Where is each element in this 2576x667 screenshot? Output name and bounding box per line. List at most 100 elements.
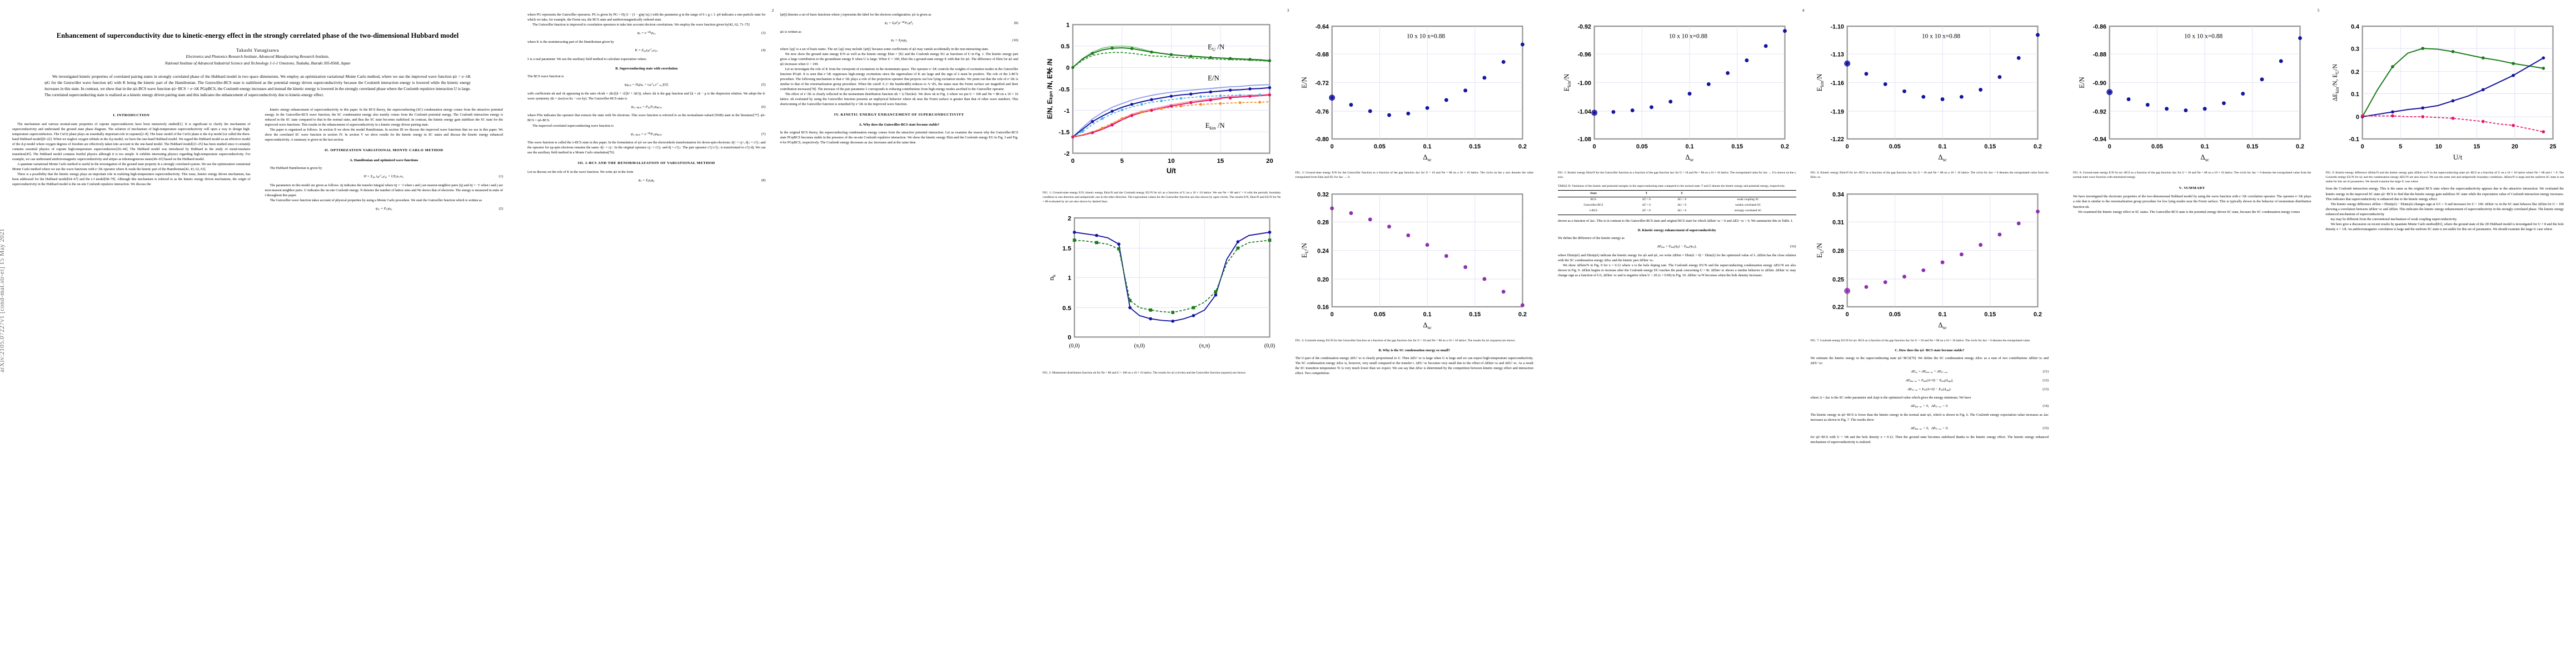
svg-text:-1.5: -1.5 bbox=[1059, 129, 1070, 136]
paragraph: We examined the kinetic energy effect in… bbox=[2078, 210, 2300, 214]
paragraph: In the original BCS theory, the supercon… bbox=[780, 130, 1019, 145]
table-row: λ-BCS ΔT < 0 ΔU > 0 strongly correlated … bbox=[1558, 208, 1796, 215]
table-col-t: T bbox=[1629, 190, 1664, 197]
svg-text:Δsc: Δsc bbox=[2200, 153, 2209, 162]
svg-text:1.5: 1.5 bbox=[1063, 246, 1072, 252]
paragraph: where PG represents the Gutzwiller opera… bbox=[527, 13, 766, 22]
equation-4: K = Σijσtijc†iσcjσ. (4) bbox=[635, 47, 766, 52]
figure-8-chart: -0.86 -0.88 -0.90 -0.92 -0.94 0 0.05 0.1 0.15 0.… bbox=[2073, 17, 2311, 168]
equation-5: ψBCS = Πk(uk + vkc†k↑c†−k↓)|0⟩, (5) bbox=[624, 82, 766, 87]
svg-text:0: 0 bbox=[1593, 143, 1596, 150]
paragraph: The Gutzwiller wave function takes accou… bbox=[270, 198, 482, 203]
paragraph: with coefficients uk and vk appearing in… bbox=[527, 91, 766, 101]
paragraph: where Δ = Δsc is the SC order parameter … bbox=[1810, 396, 1971, 400]
svg-text:Ekin/N: Ekin/N bbox=[1816, 74, 1825, 92]
paragraph: We estimate the kinetic energy in the su… bbox=[1810, 356, 2049, 366]
equation-number: (4) bbox=[761, 48, 766, 52]
svg-text:0: 0 bbox=[1845, 311, 1848, 318]
svg-text:0.1: 0.1 bbox=[2201, 143, 2209, 150]
page-number: 5 bbox=[2317, 8, 2320, 13]
figure-2-chart: 2 1.5 1 0.5 0 (0,0) (π,0) (π,π) (0,0) nk bbox=[1043, 208, 1281, 367]
svg-text:0.4: 0.4 bbox=[2351, 23, 2359, 30]
svg-text:(0,0): (0,0) bbox=[1264, 343, 1275, 349]
svg-text:Δsc: Δsc bbox=[1685, 153, 1694, 162]
svg-text:U/t: U/t bbox=[1167, 166, 1177, 175]
equation-number: (5) bbox=[761, 82, 766, 87]
paragraph: my may be different from the conventiona… bbox=[2330, 217, 2458, 221]
cell: BCS bbox=[1590, 197, 1597, 201]
svg-text:0.16: 0.16 bbox=[1317, 304, 1329, 311]
figure-4-chart: 0.32 0.28 0.24 0.20 0.16 0 0.05 0.1 0.15 0.2 Δsc… bbox=[1295, 184, 1533, 336]
page-2-column-2: [φ0j] denotes a set of basis functions w… bbox=[780, 12, 1019, 651]
svg-text:1: 1 bbox=[1068, 275, 1072, 282]
paragraph: λ is a real parameter. We use the auxili… bbox=[527, 57, 647, 61]
svg-text:0.2: 0.2 bbox=[1518, 143, 1527, 150]
section-heading-introduction: I. INTRODUCTION bbox=[113, 113, 150, 117]
svg-text:E/N: E/N bbox=[2078, 77, 2086, 88]
svg-text:10: 10 bbox=[2435, 143, 2442, 150]
svg-text:-0.80: -0.80 bbox=[1315, 136, 1328, 143]
table-col-u: U bbox=[1663, 190, 1700, 197]
paragraph: We have investigated the electronic prop… bbox=[2073, 195, 2311, 209]
page-4: 4 -0.92 -0.96 -1.00 -1.04 -1.08 bbox=[1546, 0, 2061, 667]
page-1-columns: I. INTRODUCTION The mechanism and variou… bbox=[12, 107, 503, 652]
equation-number: (2) bbox=[499, 207, 503, 211]
svg-text:-0.86: -0.86 bbox=[2093, 23, 2106, 30]
svg-text:ΔEkin/N, EU/N: ΔEkin/N, EU/N bbox=[2332, 64, 2340, 101]
table-row: Gutzwiller-BCS ΔT > 0 ΔU < 0 weakly corr… bbox=[1558, 203, 1796, 208]
equation-10: ψλ = Σjajφj, (10) bbox=[891, 38, 1018, 42]
svg-text:0.15: 0.15 bbox=[1469, 311, 1481, 318]
equation-number: (11) bbox=[2042, 370, 2049, 374]
svg-text:0.05: 0.05 bbox=[1373, 311, 1385, 318]
svg-text:10 x 10 x=0.88: 10 x 10 x=0.88 bbox=[1669, 33, 1707, 40]
figure-8-caption: FIG. 8: Ground-state energy E/N for ψλ−B… bbox=[2073, 171, 2311, 180]
equation-2: ψG = PGψ0, (2) bbox=[375, 207, 503, 211]
equation-number: (13) bbox=[2042, 387, 2049, 391]
paragraph: The Hubbard Hamiltonian is given by bbox=[270, 166, 322, 171]
svg-text:0.1: 0.1 bbox=[1423, 143, 1431, 150]
svg-text:0.1: 0.1 bbox=[1686, 143, 1694, 150]
svg-text:0.28: 0.28 bbox=[1317, 219, 1329, 226]
svg-text:0.1: 0.1 bbox=[2351, 91, 2359, 98]
paragraph: Let us investigate the role of K from th… bbox=[780, 67, 1019, 91]
svg-text:(π,π): (π,π) bbox=[1199, 343, 1210, 349]
svg-text:-0.96: -0.96 bbox=[1578, 51, 1591, 58]
paragraph: where PNe indicates the operator that ex… bbox=[527, 113, 766, 123]
svg-text:-0.88: -0.88 bbox=[2093, 51, 2106, 58]
figure-8: -0.86 -0.88 -0.90 -0.92 -0.94 0 0.05 0.1 0.15 0.… bbox=[2073, 17, 2311, 180]
equation-8: ψλ = Σjajφj, (8) bbox=[638, 178, 766, 183]
paragraph: The Gutzwiller function is improved to c… bbox=[532, 23, 750, 27]
figure-9-chart: 0.40.30.20.10-0.1 0 5 10 15 20 25 U/t ΔEkin/N… bbox=[2325, 17, 2564, 168]
figure-9-caption: FIG. 9: Kinetic-energy difference ΔEkin/… bbox=[2325, 171, 2564, 183]
cell: weak coupling SC bbox=[1737, 197, 1759, 201]
paragraph: The mechanism and various normal-state p… bbox=[12, 122, 251, 161]
equation-16: ΔEkin = Ekin(ψλ) − Ekin(ψG), (16) bbox=[1657, 244, 1796, 248]
svg-text:0.2: 0.2 bbox=[2351, 69, 2359, 76]
svg-text:0.2: 0.2 bbox=[1781, 143, 1789, 150]
paragraph: The effect of e−λK is clearly reflected … bbox=[780, 92, 1019, 107]
paragraph: ψλ is written as bbox=[780, 29, 801, 34]
svg-text:20: 20 bbox=[2511, 143, 2518, 150]
figure-9: 0.4 0.3 0.2 0.1 0 -0.1 0 5 10 15 20 25 U/t ΔEkin/N… bbox=[2325, 17, 2564, 184]
svg-text:E/N, Eₖₚₙ /N, E℀ /N: E/N, Eₖₚₙ /N, E℀ /N bbox=[1046, 59, 1054, 119]
cell: ΔT < 0 bbox=[1629, 208, 1664, 215]
svg-text:-0.5: -0.5 bbox=[1059, 86, 1070, 93]
svg-text:Δsc: Δsc bbox=[1423, 153, 1432, 162]
svg-text:0: 0 bbox=[1068, 335, 1071, 341]
equation-number: (12) bbox=[2042, 378, 2049, 382]
subsection-heading-why-gutzwiller-stable: A. Why does the Gutzwiller-BCS state bec… bbox=[859, 122, 940, 127]
svg-text:nk: nk bbox=[1048, 274, 1057, 280]
page-5-columns: -0.86 -0.88 -0.90 -0.92 -0.94 0 0.05 0.1 0.15 0.… bbox=[2073, 12, 2564, 651]
equation-number: (14) bbox=[2042, 404, 2049, 409]
svg-text:-0.76: -0.76 bbox=[1315, 108, 1328, 115]
paper-title: Enhancement of superconductivity due to … bbox=[56, 32, 459, 39]
svg-text:0.2: 0.2 bbox=[2034, 311, 2042, 318]
arxiv-stamp: arXiv:2105.07227v1 [cond-mat.str-el] 15 … bbox=[0, 228, 6, 372]
svg-text:(0,0): (0,0) bbox=[1069, 343, 1080, 349]
page-4-column-1: -0.92 -0.96 -1.00 -1.04 -1.08 0 0.05 0.1 0.15 0.… bbox=[1558, 12, 1796, 651]
svg-text:0.05: 0.05 bbox=[1889, 143, 1900, 150]
svg-text:-0.68: -0.68 bbox=[1315, 51, 1328, 58]
equation-9: ψλ = Σja0je−λKPGφ0j. (8) bbox=[884, 21, 1018, 26]
page-number: 3 bbox=[1287, 8, 1289, 13]
